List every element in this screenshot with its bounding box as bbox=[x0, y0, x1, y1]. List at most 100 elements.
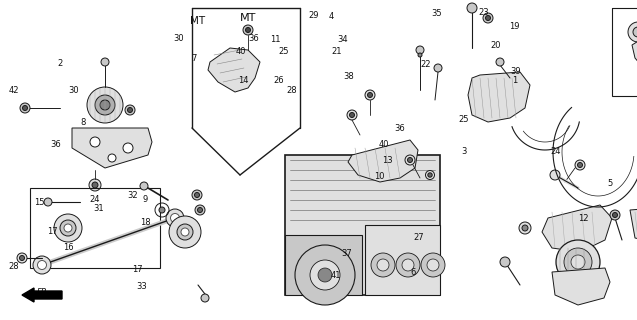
Text: 19: 19 bbox=[510, 22, 520, 31]
Circle shape bbox=[610, 210, 620, 220]
Circle shape bbox=[20, 255, 24, 260]
Circle shape bbox=[54, 214, 82, 242]
Circle shape bbox=[613, 212, 617, 218]
Text: 39: 39 bbox=[511, 67, 521, 76]
Circle shape bbox=[310, 260, 340, 290]
Text: 8: 8 bbox=[80, 118, 85, 127]
Circle shape bbox=[485, 15, 490, 20]
Circle shape bbox=[17, 253, 27, 263]
Text: 12: 12 bbox=[578, 214, 588, 223]
Text: 40: 40 bbox=[236, 47, 246, 56]
Text: MT: MT bbox=[240, 13, 256, 23]
Circle shape bbox=[38, 260, 47, 269]
Circle shape bbox=[633, 27, 637, 37]
Circle shape bbox=[467, 3, 477, 13]
Polygon shape bbox=[630, 205, 637, 245]
Circle shape bbox=[159, 207, 165, 213]
Text: 13: 13 bbox=[382, 156, 392, 165]
Text: 30: 30 bbox=[68, 86, 78, 95]
Circle shape bbox=[192, 190, 202, 200]
Circle shape bbox=[365, 90, 375, 100]
Circle shape bbox=[95, 95, 115, 115]
Text: 28: 28 bbox=[287, 86, 297, 95]
Text: 18: 18 bbox=[140, 218, 150, 227]
Text: 14: 14 bbox=[238, 76, 248, 85]
Circle shape bbox=[123, 143, 133, 153]
Text: 23: 23 bbox=[479, 8, 489, 17]
Text: 17: 17 bbox=[47, 227, 57, 236]
Text: 2: 2 bbox=[58, 60, 63, 68]
Circle shape bbox=[33, 256, 51, 274]
Circle shape bbox=[496, 58, 504, 66]
Circle shape bbox=[194, 193, 199, 197]
Circle shape bbox=[427, 259, 439, 271]
Circle shape bbox=[500, 257, 510, 267]
Text: 38: 38 bbox=[344, 72, 354, 81]
Circle shape bbox=[564, 248, 592, 276]
Text: 10: 10 bbox=[374, 172, 384, 181]
Circle shape bbox=[101, 58, 109, 66]
Polygon shape bbox=[208, 48, 260, 92]
Circle shape bbox=[350, 113, 355, 117]
Circle shape bbox=[20, 103, 30, 113]
Text: 5: 5 bbox=[608, 179, 613, 188]
Circle shape bbox=[377, 259, 389, 271]
Text: 24: 24 bbox=[89, 195, 99, 204]
Circle shape bbox=[100, 100, 110, 110]
Circle shape bbox=[44, 198, 52, 206]
Text: 1: 1 bbox=[512, 76, 517, 85]
Circle shape bbox=[171, 213, 180, 222]
Circle shape bbox=[90, 137, 100, 147]
Text: 28: 28 bbox=[9, 262, 19, 271]
Text: 32: 32 bbox=[127, 191, 138, 200]
Circle shape bbox=[556, 240, 600, 284]
Circle shape bbox=[347, 110, 357, 120]
Circle shape bbox=[177, 224, 193, 240]
Bar bbox=[30, 188, 160, 268]
Circle shape bbox=[628, 22, 637, 42]
Circle shape bbox=[92, 182, 98, 188]
Polygon shape bbox=[348, 140, 418, 182]
Circle shape bbox=[243, 25, 253, 35]
Circle shape bbox=[108, 154, 116, 162]
Text: 33: 33 bbox=[136, 282, 147, 291]
Circle shape bbox=[571, 255, 585, 269]
Polygon shape bbox=[552, 268, 610, 305]
Circle shape bbox=[522, 225, 528, 231]
Circle shape bbox=[402, 259, 414, 271]
Text: 30: 30 bbox=[173, 34, 183, 43]
Text: FR.: FR. bbox=[37, 288, 50, 297]
Bar bbox=[285, 155, 440, 295]
Circle shape bbox=[519, 222, 531, 234]
Text: 42: 42 bbox=[9, 86, 19, 95]
Circle shape bbox=[125, 105, 135, 115]
Circle shape bbox=[181, 228, 189, 236]
Text: 24: 24 bbox=[550, 147, 561, 156]
Circle shape bbox=[64, 224, 72, 232]
Circle shape bbox=[550, 170, 560, 180]
Text: 29: 29 bbox=[308, 11, 318, 20]
Text: 26: 26 bbox=[274, 76, 284, 85]
Text: 3: 3 bbox=[461, 147, 466, 156]
Circle shape bbox=[371, 253, 395, 277]
Polygon shape bbox=[72, 128, 152, 168]
Circle shape bbox=[197, 207, 203, 212]
Circle shape bbox=[169, 216, 201, 248]
Polygon shape bbox=[468, 72, 530, 122]
Text: 15: 15 bbox=[34, 198, 45, 207]
Circle shape bbox=[140, 182, 148, 190]
Text: 21: 21 bbox=[331, 47, 341, 56]
Circle shape bbox=[578, 163, 582, 167]
Circle shape bbox=[418, 53, 422, 57]
Text: 34: 34 bbox=[338, 36, 348, 44]
Text: 9: 9 bbox=[143, 195, 148, 204]
Text: 6: 6 bbox=[410, 268, 415, 277]
Circle shape bbox=[87, 87, 123, 123]
Circle shape bbox=[434, 64, 442, 72]
Circle shape bbox=[575, 160, 585, 170]
Text: 40: 40 bbox=[378, 140, 389, 149]
Circle shape bbox=[22, 106, 27, 110]
Circle shape bbox=[368, 92, 373, 98]
Circle shape bbox=[245, 28, 250, 33]
Polygon shape bbox=[542, 205, 612, 252]
